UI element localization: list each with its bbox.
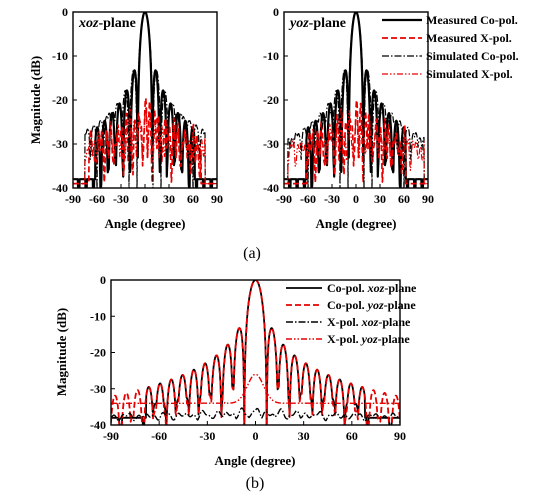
plot-frame-a1 [72, 11, 218, 189]
legend-label-co-pol-xoz: Co-pol. xoz-plane [327, 281, 417, 295]
x-tick-label-a2: 30 [374, 192, 386, 206]
y-tick-label-a1: -10 [52, 49, 68, 63]
x-tick-label-a1: 30 [163, 192, 175, 206]
series-line-a2-s4 [284, 109, 428, 185]
legend-label-co-pol-yoz: Co-pol. yoz-plane [327, 298, 416, 312]
x-tick-label-a1: -60 [89, 192, 105, 206]
chart-xoz-plane: -90 -60 -30 0 30 60 900-10-20-30-40 xoz-plane … [28, 5, 223, 231]
x-tick-label-b: 60 [346, 429, 358, 443]
x-tick-label-a1: -30 [113, 192, 129, 206]
y-tick-label-a2: -30 [263, 137, 279, 151]
y-tick-label-a1: -40 [52, 181, 68, 195]
series-line-b-s2 [111, 280, 400, 425]
legend-label-x-pol-yoz: X-pol. yoz-plane [327, 332, 410, 346]
plot-frame-a2 [283, 11, 429, 189]
y-tick-label-b: 0 [100, 273, 106, 287]
series-line-b-s3 [111, 407, 400, 423]
panel-annotation-xoz: xoz-plane [78, 16, 136, 31]
caption-b: (b) [246, 475, 265, 492]
y-tick-label-b: -30 [90, 382, 106, 396]
series-line-a2-s1 [284, 12, 428, 188]
x-tick-label-a1: -90 [65, 192, 81, 206]
x-tick-label-b: -30 [199, 429, 215, 443]
x-tick-label-a1: 0 [142, 192, 148, 206]
x-tick-label-b: 30 [298, 429, 310, 443]
y-tick-label-a1: -20 [52, 93, 68, 107]
chart-yoz-plane: -90 -60 -30 0 30 60 900-10-20-30-40 yoz-plane … [263, 5, 434, 231]
y-axis-label-a1: Magnitude (dB) [28, 56, 43, 144]
x-tick-label-a1: 60 [187, 192, 199, 206]
x-tick-label-a2: -90 [276, 192, 292, 206]
x-tick-label-b: 0 [253, 429, 259, 443]
legend-label-measured-co-pol: Measured Co-pol. [426, 13, 518, 27]
plot-frame-b [110, 279, 401, 426]
x-tick-label-b: -60 [151, 429, 167, 443]
y-tick-label-b: -40 [90, 418, 106, 432]
x-axis-label-a2: Angle (degree) [316, 216, 397, 231]
series-line-b-s4 [111, 373, 400, 404]
legend-b: Co-pol. xoz-plane Co-pol. yoz-plane X-po… [286, 281, 417, 346]
x-tick-label-a2: 60 [398, 192, 410, 206]
y-tick-label-a1: -30 [52, 137, 68, 151]
y-tick-label-b: -20 [90, 346, 106, 360]
x-tick-label-a1: 90 [211, 192, 223, 206]
y-axis-label-b: Magnitude (dB) [54, 308, 69, 396]
x-tick-label-a2: -30 [324, 192, 340, 206]
legend-label-measured-x-pol: Measured X-pol. [426, 31, 512, 45]
legend-label-simulated-x-pol: Simulated X-pol. [426, 67, 513, 81]
y-tick-label-b: -10 [90, 309, 106, 323]
x-tick-label-b: -90 [103, 429, 119, 443]
x-tick-label-b: 90 [394, 429, 406, 443]
legend-a: Measured Co-pol. Measured X-pol. Simulat… [382, 13, 519, 81]
series-line-a1-s4 [73, 107, 217, 185]
x-axis-label-a1: Angle (degree) [105, 216, 186, 231]
y-tick-label-a2: -20 [263, 93, 279, 107]
x-tick-label-a2: -60 [300, 192, 316, 206]
x-tick-label-a2: 0 [353, 192, 359, 206]
series-line-a1-s2 [73, 97, 217, 185]
plot-area-a1: -90 -60 -30 0 30 60 90 0 -10 -20 -30 -40 [52, 5, 223, 206]
plot-area-b: -90 -60 -30 0 30 60 90 0 -10 -20 -30 -40 [90, 273, 406, 443]
legend-label-x-pol-xoz: X-pol. xoz-plane [327, 315, 411, 329]
plot-area-a2: -90 -60 -30 0 30 60 90 0 -10 -20 -30 -40 [263, 5, 434, 206]
chart-combined: -90 -60 -30 0 30 60 90 0 -10 -20 -30 -40 Angle (deg… [54, 273, 406, 468]
panel-annotation-yoz: yoz-plane [288, 16, 346, 31]
y-tick-label-a2: -40 [263, 181, 279, 195]
caption-a: (a) [243, 245, 261, 262]
x-tick-label-a2: 90 [422, 192, 434, 206]
y-tick-label-a2: 0 [273, 5, 279, 19]
y-tick-label-a1: 0 [62, 5, 68, 19]
x-axis-label-b: Angle (degree) [215, 453, 296, 468]
legend-label-simulated-co-pol: Simulated Co-pol. [426, 49, 519, 63]
y-tick-label-a2: -10 [263, 49, 279, 63]
